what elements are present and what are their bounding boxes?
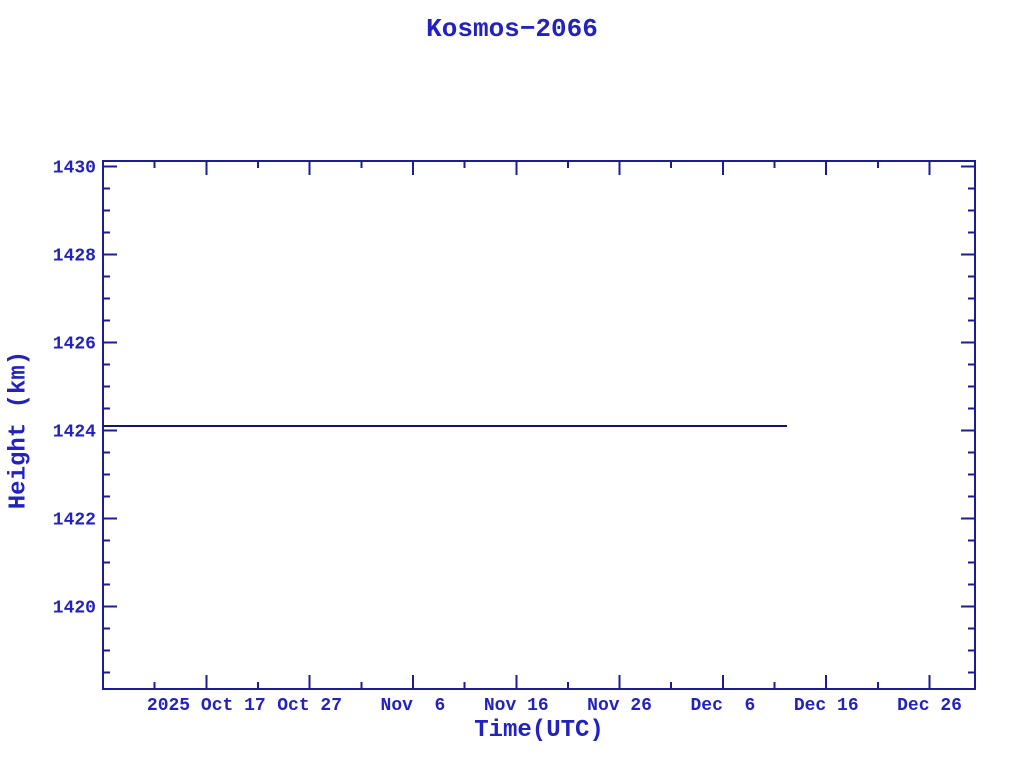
y-tick-label: 1428 [53, 246, 96, 266]
x-tick-label: Nov 26 [587, 696, 652, 716]
x-tick-label: Dec 26 [897, 696, 962, 716]
y-tick-label: 1430 [53, 158, 96, 178]
x-tick-label: Dec 16 [794, 696, 859, 716]
x-tick-label: 2025 Oct 17 [147, 696, 266, 716]
x-axis-title: Time(UTC) [474, 717, 604, 744]
x-tick-label: Oct 27 [277, 696, 342, 716]
x-tick-label: Dec 6 [690, 696, 755, 716]
y-tick-label: 1424 [53, 422, 96, 442]
y-axis-title: Height (km) [5, 350, 33, 510]
x-tick-label: Nov 6 [381, 696, 446, 716]
x-tick-label: Nov 16 [484, 696, 549, 716]
y-tick-label: 1426 [53, 334, 96, 354]
y-tick-label: 1422 [53, 510, 96, 530]
y-tick-label: 1420 [53, 598, 96, 618]
chart-title: Kosmos−2066 [426, 14, 598, 44]
